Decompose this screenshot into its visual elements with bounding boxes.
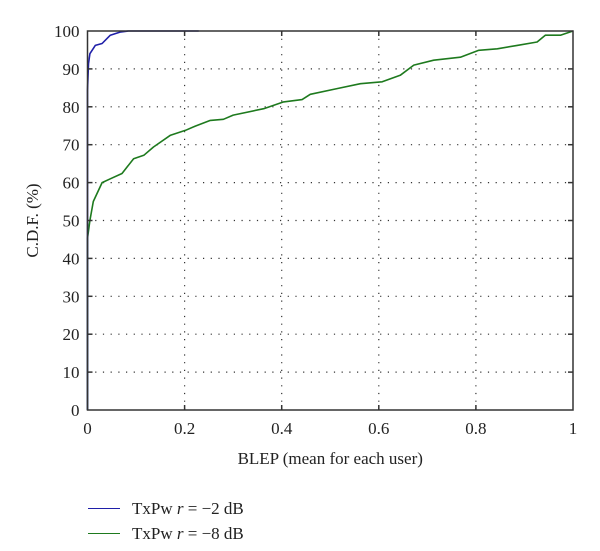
y-tick-label: 70 bbox=[63, 136, 80, 155]
y-tick-label: 10 bbox=[63, 363, 80, 382]
x-tick-label: 0.4 bbox=[271, 419, 293, 438]
legend: TxPw r = −2 dB TxPw r = −8 dB bbox=[88, 496, 244, 546]
legend-label: TxPw r = −2 dB bbox=[132, 498, 244, 518]
x-axis-label: BLEP (mean for each user) bbox=[238, 449, 423, 468]
legend-swatch-green bbox=[88, 533, 120, 534]
y-tick-label: 40 bbox=[63, 249, 80, 268]
legend-item-r-minus-2db: TxPw r = −2 dB bbox=[88, 496, 244, 521]
x-tick-label: 1 bbox=[569, 419, 578, 438]
legend-label: TxPw r = −8 dB bbox=[132, 523, 244, 543]
y-tick-label: 100 bbox=[54, 22, 80, 41]
plot-frame bbox=[86, 30, 574, 411]
axis-ticks: 0 10 20 30 40 50 60 70 80 90 100 0 0.2 0.4 0.6 0.8 1 bbox=[54, 22, 577, 438]
x-tick-label: 0.8 bbox=[465, 419, 486, 438]
y-tick-label: 90 bbox=[63, 60, 80, 79]
series-line-r-minus-2db bbox=[86, 30, 199, 410]
y-tick-label: 30 bbox=[63, 287, 80, 306]
series-line-r-minus-8db bbox=[86, 30, 574, 410]
y-tick-label: 50 bbox=[63, 212, 80, 231]
grid-lines bbox=[87, 31, 573, 410]
y-tick-label: 20 bbox=[63, 325, 80, 344]
x-tick-label: 0 bbox=[83, 419, 92, 438]
legend-item-r-minus-8db: TxPw r = −8 dB bbox=[88, 521, 244, 546]
x-tick-label: 0.2 bbox=[174, 419, 195, 438]
x-tick-label: 0.6 bbox=[368, 419, 389, 438]
plot-series bbox=[86, 30, 574, 410]
y-tick-label: 0 bbox=[71, 401, 80, 420]
y-axis-label: C.D.F. (%) bbox=[23, 183, 42, 257]
y-tick-label: 60 bbox=[63, 174, 80, 193]
y-tick-label: 80 bbox=[63, 98, 80, 117]
legend-swatch-blue bbox=[88, 508, 120, 509]
